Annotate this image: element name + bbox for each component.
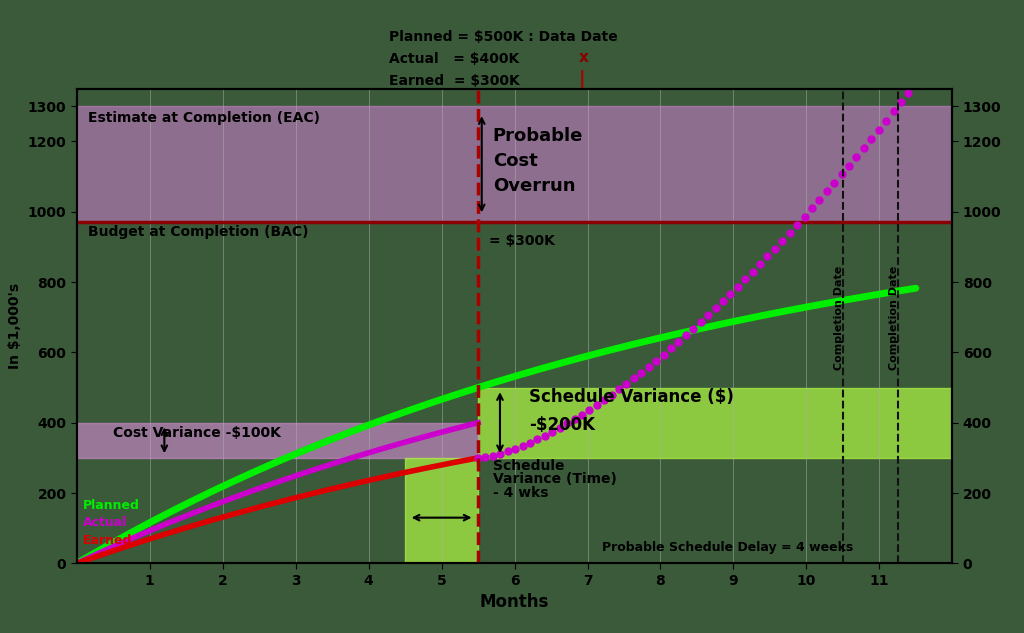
Y-axis label: In $1,000's: In $1,000's <box>8 283 23 369</box>
Text: -$200K: -$200K <box>529 416 595 434</box>
Text: Probable: Probable <box>493 127 583 146</box>
Text: x: x <box>579 50 589 65</box>
Text: - 4 wks: - 4 wks <box>493 486 548 500</box>
Text: Planned: Planned <box>83 499 139 512</box>
Text: Actual: Actual <box>83 517 127 529</box>
Text: Earned  = $300K: Earned = $300K <box>389 75 520 89</box>
Text: Schedule Variance ($): Schedule Variance ($) <box>529 387 734 406</box>
Text: Overrun: Overrun <box>493 177 575 194</box>
Text: Estimate at Completion (EAC): Estimate at Completion (EAC) <box>88 111 319 125</box>
Text: Actual   = $400K: Actual = $400K <box>389 53 519 66</box>
Text: Schedule: Schedule <box>493 459 564 473</box>
Text: Budget at Completion (BAC): Budget at Completion (BAC) <box>88 225 308 239</box>
Text: Cost Variance -$100K: Cost Variance -$100K <box>114 426 282 440</box>
X-axis label: Months: Months <box>480 593 549 611</box>
Text: |: | <box>579 70 585 88</box>
Text: Planned = $500K : Data Date: Planned = $500K : Data Date <box>389 30 617 44</box>
Text: Variance (Time): Variance (Time) <box>493 472 616 486</box>
Text: Earned: Earned <box>83 534 132 547</box>
Text: Probable Schedule Delay = 4 weeks: Probable Schedule Delay = 4 weeks <box>602 541 853 554</box>
Text: Cost: Cost <box>493 152 538 170</box>
Text: Completion Date: Completion Date <box>889 266 899 370</box>
Text: Completion Date: Completion Date <box>835 266 844 370</box>
Text: = $300K: = $300K <box>489 234 555 248</box>
